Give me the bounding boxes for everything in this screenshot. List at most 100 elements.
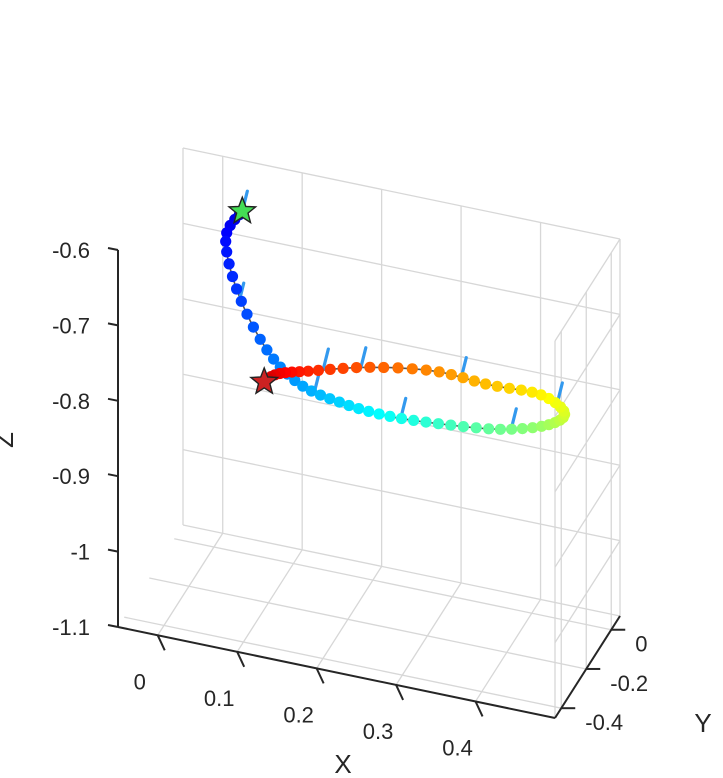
z-tick-0 bbox=[107, 247, 119, 251]
data-point-25 bbox=[353, 403, 365, 415]
data-point-59 bbox=[445, 369, 457, 381]
z-axis-label: Z bbox=[0, 432, 19, 448]
y-axis-line bbox=[554, 615, 621, 719]
data-point-63 bbox=[392, 362, 404, 374]
data-point-4 bbox=[221, 227, 233, 239]
data-point-39 bbox=[516, 423, 529, 435]
data-point-53 bbox=[515, 384, 527, 396]
data-point-35 bbox=[470, 422, 482, 434]
z-tick-label-5: -1.1 bbox=[52, 615, 90, 640]
data-point-22 bbox=[324, 393, 336, 405]
x-tick-1 bbox=[236, 651, 246, 668]
data-point-51 bbox=[535, 389, 547, 401]
x-tick-label-0: 0 bbox=[134, 669, 146, 694]
start-star-marker bbox=[227, 195, 258, 225]
grid-line-x-floor-3 bbox=[395, 582, 462, 686]
z-tick-label-4: -1 bbox=[70, 540, 90, 565]
grid-line-z-back-4 bbox=[182, 448, 621, 542]
data-point-66 bbox=[350, 362, 363, 374]
grid-line-z-side-2 bbox=[554, 389, 621, 493]
z-tick-label-0: -0.6 bbox=[52, 238, 90, 263]
grid-line-x-floor-1 bbox=[236, 549, 303, 653]
grid-line-z-back-5 bbox=[182, 524, 621, 617]
data-point-58 bbox=[457, 372, 469, 384]
z-tick-1 bbox=[107, 322, 119, 327]
data-point-23 bbox=[333, 396, 345, 408]
z-tick-3 bbox=[107, 473, 119, 478]
data-point-54 bbox=[503, 382, 515, 394]
x-tick-label-1: 0.1 bbox=[204, 686, 235, 711]
x-axis-line bbox=[117, 626, 556, 719]
data-layer bbox=[220, 189, 571, 435]
data-point-26 bbox=[363, 405, 375, 417]
data-point-13 bbox=[254, 333, 266, 345]
x-tick-4 bbox=[474, 701, 484, 717]
tick-labels: 0 0.1 0.2 0.3 0.4 0 -0.2 -0.4 -0.6 -0.7 -0.8 -0.9 -1… bbox=[52, 238, 648, 760]
data-point-20 bbox=[305, 385, 317, 397]
data-point-12 bbox=[247, 321, 259, 333]
grid-line-x-floor-2 bbox=[316, 566, 383, 669]
x-tick-3 bbox=[395, 684, 404, 701]
end-star-marker bbox=[249, 365, 280, 395]
data-point-55 bbox=[491, 380, 503, 392]
x-tick-0 bbox=[156, 634, 166, 651]
trajectory-line bbox=[224, 210, 566, 431]
data-point-31 bbox=[420, 416, 432, 428]
orientation-marker-8 bbox=[321, 347, 330, 371]
data-point-9 bbox=[231, 283, 243, 295]
data-point-37 bbox=[494, 423, 506, 435]
data-point-68 bbox=[324, 363, 336, 375]
data-point-57 bbox=[468, 375, 480, 387]
z-tick-label-1: -0.7 bbox=[52, 313, 90, 338]
y-tick-label-2: -0.4 bbox=[585, 710, 623, 735]
grid-layer bbox=[124, 147, 621, 719]
data-point-24 bbox=[343, 399, 355, 412]
y-axis-label: Y bbox=[694, 708, 711, 738]
orientation-marker-7 bbox=[359, 346, 368, 370]
data-point-32 bbox=[432, 418, 444, 430]
grid-line-x-floor-4 bbox=[474, 599, 542, 702]
grid-line-z-side-0 bbox=[554, 238, 621, 342]
grid-line-y-floor-1 bbox=[149, 577, 587, 670]
z-tick-5 bbox=[107, 624, 119, 628]
x-tick-2 bbox=[315, 667, 325, 684]
grid-line-y-floor-2 bbox=[124, 616, 562, 709]
grid-line-z-back-2 bbox=[182, 298, 621, 391]
data-point-67 bbox=[337, 362, 349, 374]
data-point-11 bbox=[241, 308, 253, 320]
z-tick-label-3: -0.9 bbox=[52, 464, 90, 489]
data-point-7 bbox=[223, 258, 235, 270]
grid-line-z-back-1 bbox=[182, 222, 621, 316]
y-tick-label-0: 0 bbox=[635, 632, 647, 657]
x-tick-label-2: 0.2 bbox=[283, 702, 314, 727]
axes-layer bbox=[107, 247, 626, 719]
data-point-18 bbox=[289, 374, 301, 387]
data-point-21 bbox=[314, 389, 327, 401]
y-tick-label-1: -0.2 bbox=[610, 671, 648, 696]
data-point-60 bbox=[433, 366, 445, 378]
grid-line-x-floor-0 bbox=[157, 532, 224, 636]
data-point-62 bbox=[406, 363, 418, 375]
data-point-28 bbox=[384, 410, 396, 422]
grid-line-z-side-3 bbox=[554, 464, 621, 568]
data-point-6 bbox=[221, 246, 233, 258]
grid-line-z-side-1 bbox=[554, 314, 621, 417]
data-point-70 bbox=[302, 365, 314, 377]
z-tick-4 bbox=[107, 548, 119, 553]
data-point-27 bbox=[373, 408, 385, 420]
grid-line-y-floor-0 bbox=[174, 538, 612, 631]
x-tick-label-3: 0.3 bbox=[363, 719, 394, 744]
data-point-29 bbox=[395, 412, 408, 425]
data-point-8 bbox=[226, 270, 239, 283]
data-point-34 bbox=[457, 421, 469, 433]
data-point-10 bbox=[235, 295, 247, 307]
data-point-33 bbox=[445, 419, 457, 431]
data-point-40 bbox=[527, 422, 539, 434]
z-tick-2 bbox=[107, 397, 119, 402]
x-axis-label: X bbox=[334, 749, 351, 778]
data-point-36 bbox=[483, 423, 495, 435]
data-point-61 bbox=[420, 364, 432, 376]
data-point-38 bbox=[506, 423, 518, 435]
data-point-52 bbox=[526, 386, 538, 398]
